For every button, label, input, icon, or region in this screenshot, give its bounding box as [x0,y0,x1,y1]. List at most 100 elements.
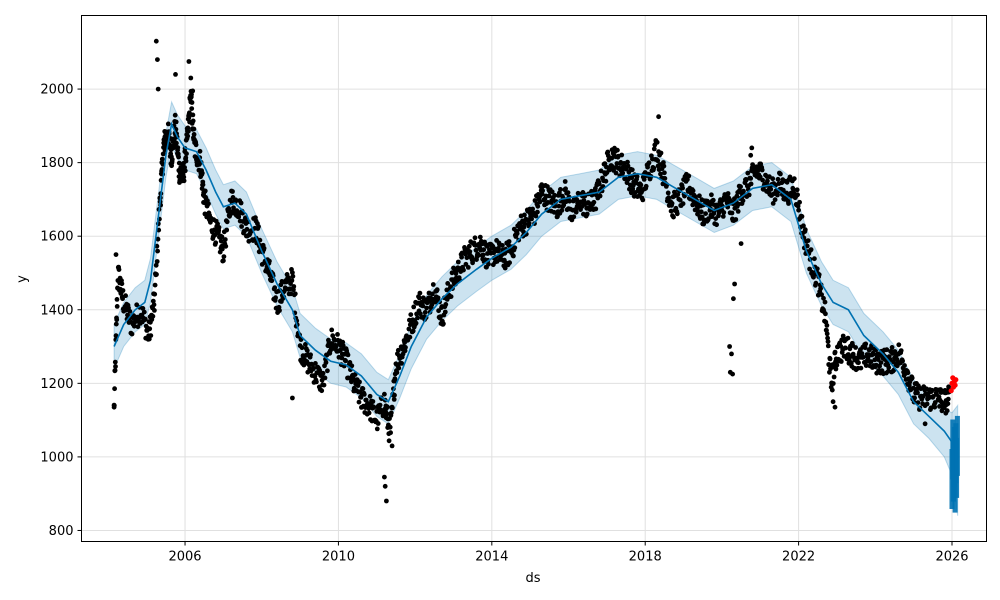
observed-point [909,375,915,381]
observed-point [129,331,135,337]
observed-point [114,304,120,309]
x-tick-label: 2010 [322,550,355,565]
observed-point [290,273,296,279]
observed-point [680,185,685,191]
observed-point [685,177,690,182]
observed-point [155,248,161,254]
observed-point [620,170,626,176]
observed-point [540,188,545,194]
observed-point [565,190,571,196]
observed-point [562,179,568,184]
y-tick-label: 1400 [40,303,73,318]
observed-point [113,364,118,369]
observed-point [786,201,791,206]
observed-point [222,237,228,242]
observed-point [500,243,505,248]
observed-point [290,395,295,401]
observed-point [153,262,159,268]
observed-point [729,210,735,216]
observed-point [675,192,681,197]
observed-point [377,402,383,408]
observed-point [878,360,884,365]
observed-point [360,386,366,392]
observed-point [628,190,634,196]
observed-point [445,281,451,286]
observed-point [111,404,117,410]
observed-point [467,249,473,255]
observed-point [496,245,501,251]
y-tick-label: 1000 [40,450,73,465]
observed-point [640,197,646,203]
observed-point [775,176,781,182]
y-tick-label: 1800 [40,156,73,171]
observed-point [182,168,188,174]
observed-point [114,297,120,302]
observed-point [778,171,783,177]
observed-point [830,381,836,386]
observed-point [116,267,122,272]
observed-point [563,186,568,192]
observed-point [127,309,133,314]
observed-point [825,339,831,344]
observed-point [522,221,528,227]
observed-point [152,291,158,297]
observed-point [603,178,609,184]
observed-point [239,224,245,229]
observed-point [796,207,801,213]
observed-point [388,430,393,436]
observed-point [155,86,161,92]
observed-point [829,387,835,393]
observed-point [390,405,395,411]
observed-point [831,374,837,380]
observed-point [512,245,518,251]
observed-point [725,191,731,196]
observed-point [408,312,414,317]
observed-point [403,345,408,350]
observed-point [415,315,420,321]
observed-point [597,193,603,199]
observed-point [814,266,820,272]
observed-point [190,118,196,124]
observed-point [142,316,148,322]
observed-point [843,345,848,351]
observed-point [448,294,454,299]
observed-point [461,267,466,273]
observed-point [821,307,826,313]
uncertainty-band [113,100,959,516]
observed-point [940,401,946,406]
observed-point [219,234,225,240]
observed-point [165,121,171,127]
observed-point [546,193,552,199]
observed-point [535,203,541,209]
observed-point [407,334,413,340]
observed-point [709,192,714,198]
recent-point [953,377,959,383]
observed-point [832,349,838,355]
observed-point [613,170,619,176]
observed-point [238,200,244,206]
y-tick-label: 1200 [40,377,73,392]
observed-point [634,174,640,179]
observed-point [654,139,660,145]
observed-point [339,355,345,361]
observed-point [729,351,734,357]
observed-point [154,272,159,277]
observed-point [189,100,195,105]
observed-point [406,326,412,332]
observed-point [884,347,890,353]
observed-point [323,360,329,365]
observed-point [731,296,736,302]
observed-point [200,182,206,188]
observed-point [399,361,405,366]
observed-point [314,379,319,385]
observed-point [173,72,178,77]
observed-point [856,360,861,366]
observed-point [556,203,562,209]
observed-point [656,114,661,120]
observed-point [824,331,830,337]
observed-point [759,167,765,173]
observed-point [120,296,125,302]
observed-point [662,170,667,176]
observed-point [480,252,486,258]
observed-point [112,359,118,365]
